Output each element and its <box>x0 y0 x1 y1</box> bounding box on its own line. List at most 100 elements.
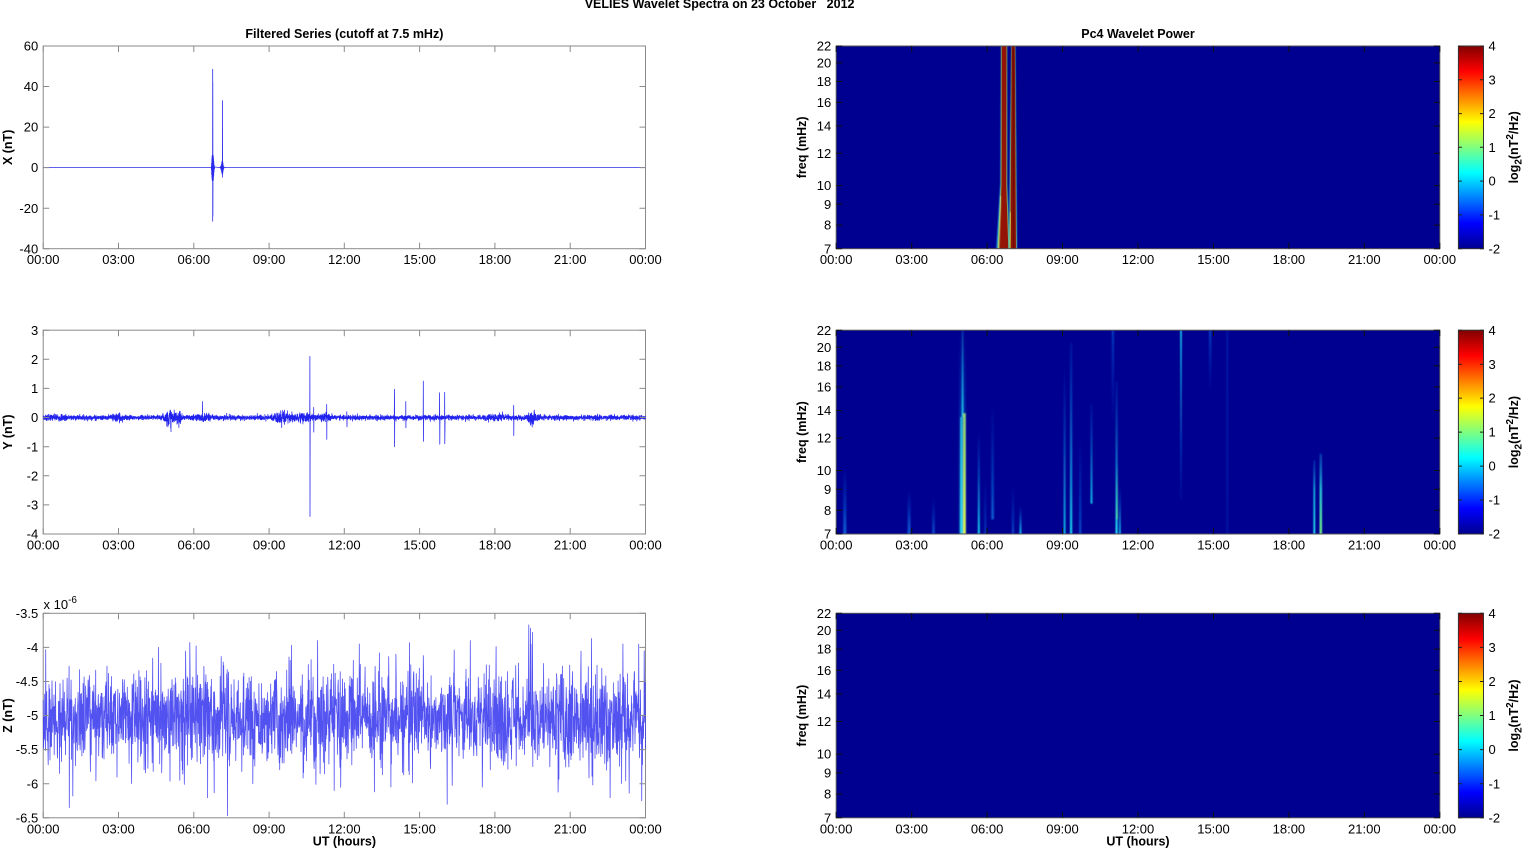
svg-text:-4.5: -4.5 <box>16 674 38 689</box>
svg-text:03:00: 03:00 <box>102 252 135 267</box>
svg-text:0: 0 <box>31 160 38 175</box>
svg-text:21:00: 21:00 <box>1348 821 1381 836</box>
svg-text:18:00: 18:00 <box>479 821 512 836</box>
svg-text:16: 16 <box>817 380 831 395</box>
svg-text:-1: -1 <box>1489 208 1501 223</box>
svg-text:7: 7 <box>824 810 831 825</box>
svg-text:00:00: 00:00 <box>1424 252 1457 267</box>
svg-text:X (nT): X (nT) <box>1 130 15 165</box>
svg-text:06:00: 06:00 <box>178 821 211 836</box>
svg-text:10: 10 <box>817 747 831 762</box>
svg-text:00:00: 00:00 <box>629 538 662 553</box>
svg-text:0: 0 <box>1489 459 1496 474</box>
svg-text:-1: -1 <box>1489 493 1501 508</box>
svg-text:0: 0 <box>1489 742 1496 757</box>
svg-text:03:00: 03:00 <box>895 538 928 553</box>
svg-text:18:00: 18:00 <box>1273 252 1306 267</box>
svg-text:UT (hours): UT (hours) <box>1106 835 1169 849</box>
svg-text:06:00: 06:00 <box>971 538 1004 553</box>
svg-text:09:00: 09:00 <box>1046 252 1079 267</box>
svg-text:3: 3 <box>1489 357 1496 372</box>
svg-text:18:00: 18:00 <box>479 252 512 267</box>
svg-text:15:00: 15:00 <box>403 821 436 836</box>
svg-text:09:00: 09:00 <box>253 538 286 553</box>
svg-text:log2(nT2/Hz): log2(nT2/Hz) <box>1505 396 1525 468</box>
svg-text:log2(nT2/Hz): log2(nT2/Hz) <box>1505 679 1525 751</box>
svg-text:12:00: 12:00 <box>328 821 361 836</box>
svg-text:Pc4 Wavelet Power: Pc4 Wavelet Power <box>1081 27 1195 41</box>
svg-text:00:00: 00:00 <box>629 821 662 836</box>
svg-text:21:00: 21:00 <box>554 538 587 553</box>
svg-text:16: 16 <box>817 663 831 678</box>
svg-text:freq (mHz): freq (mHz) <box>795 116 809 178</box>
svg-text:Z (nT): Z (nT) <box>1 698 15 733</box>
svg-text:3: 3 <box>31 323 38 338</box>
svg-text:2: 2 <box>31 352 38 367</box>
svg-text:12: 12 <box>817 431 831 446</box>
svg-text:freq (mHz): freq (mHz) <box>795 401 809 463</box>
svg-text:00:00: 00:00 <box>629 252 662 267</box>
svg-text:2: 2 <box>1489 106 1496 121</box>
svg-text:21:00: 21:00 <box>554 252 587 267</box>
svg-text:14: 14 <box>817 119 831 134</box>
svg-text:log2(nT2/Hz): log2(nT2/Hz) <box>1505 111 1525 183</box>
svg-text:03:00: 03:00 <box>895 821 928 836</box>
svg-text:-5.5: -5.5 <box>16 742 38 757</box>
svg-text:21:00: 21:00 <box>1348 252 1381 267</box>
svg-text:-20: -20 <box>19 201 38 216</box>
svg-text:18: 18 <box>817 359 831 374</box>
svg-text:4: 4 <box>1489 39 1496 54</box>
svg-text:20: 20 <box>817 56 831 71</box>
svg-text:9: 9 <box>824 482 831 497</box>
svg-text:Filtered Series (cutoff at 7.5: Filtered Series (cutoff at 7.5 mHz) <box>245 27 443 41</box>
svg-text:12: 12 <box>817 146 831 161</box>
svg-text:18: 18 <box>817 74 831 89</box>
svg-text:4: 4 <box>1489 606 1496 621</box>
svg-text:10: 10 <box>817 463 831 478</box>
svg-text:-2: -2 <box>1489 810 1501 825</box>
svg-text:06:00: 06:00 <box>178 538 211 553</box>
svg-text:0: 0 <box>1489 174 1496 189</box>
svg-text:UT (hours): UT (hours) <box>313 835 376 849</box>
svg-text:4: 4 <box>1489 323 1496 338</box>
svg-text:8: 8 <box>824 503 831 518</box>
svg-text:3: 3 <box>1489 640 1496 655</box>
svg-text:40: 40 <box>24 79 38 94</box>
svg-text:09:00: 09:00 <box>1046 538 1079 553</box>
svg-text:15:00: 15:00 <box>403 538 436 553</box>
svg-text:09:00: 09:00 <box>253 821 286 836</box>
svg-text:12:00: 12:00 <box>1122 538 1155 553</box>
svg-text:-6.5: -6.5 <box>16 810 38 825</box>
svg-text:03:00: 03:00 <box>102 821 135 836</box>
svg-text:00:00: 00:00 <box>27 252 60 267</box>
svg-text:1: 1 <box>31 381 38 396</box>
svg-text:-40: -40 <box>19 241 38 256</box>
svg-text:21:00: 21:00 <box>1348 538 1381 553</box>
svg-text:1: 1 <box>1489 140 1496 155</box>
svg-text:16: 16 <box>817 95 831 110</box>
svg-text:15:00: 15:00 <box>403 252 436 267</box>
svg-text:20: 20 <box>817 623 831 638</box>
svg-text:00:00: 00:00 <box>27 538 60 553</box>
svg-text:14: 14 <box>817 403 831 418</box>
svg-text:22: 22 <box>817 606 831 621</box>
svg-text:12:00: 12:00 <box>328 538 361 553</box>
svg-text:-5: -5 <box>27 708 39 723</box>
svg-text:VELIES Wavelet Spectra on 23 O: VELIES Wavelet Spectra on 23 October 201… <box>585 0 855 11</box>
svg-text:-2: -2 <box>1489 527 1501 542</box>
svg-text:-2: -2 <box>1489 241 1501 256</box>
svg-text:12:00: 12:00 <box>328 252 361 267</box>
svg-text:00:00: 00:00 <box>820 821 853 836</box>
svg-text:1: 1 <box>1489 708 1496 723</box>
svg-text:0: 0 <box>31 410 38 425</box>
svg-text:18: 18 <box>817 642 831 657</box>
svg-text:2: 2 <box>1489 674 1496 689</box>
svg-text:18:00: 18:00 <box>1273 821 1306 836</box>
svg-text:03:00: 03:00 <box>895 252 928 267</box>
svg-text:18:00: 18:00 <box>479 538 512 553</box>
svg-text:00:00: 00:00 <box>1424 821 1457 836</box>
svg-text:-2: -2 <box>27 468 39 483</box>
svg-text:8: 8 <box>824 218 831 233</box>
svg-text:12:00: 12:00 <box>1122 821 1155 836</box>
svg-text:Y (nT): Y (nT) <box>1 415 15 450</box>
